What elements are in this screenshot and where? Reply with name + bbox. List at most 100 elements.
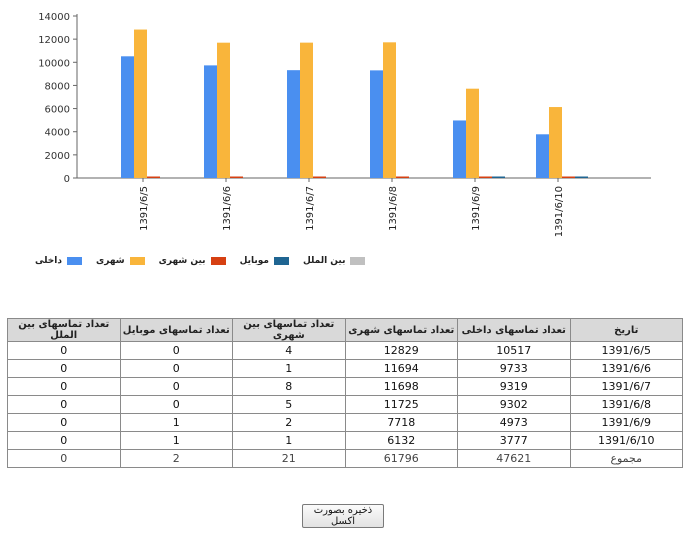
legend-swatch	[350, 257, 366, 265]
table-header-row: تاریخ تعداد تماسهای داخلی تعداد تماسهای شه…	[7, 318, 683, 342]
table-row: 1391/6/7 9319 11698 8 0 0	[7, 377, 683, 396]
legend-swatch	[210, 257, 226, 265]
bar-3-2	[230, 176, 243, 178]
table-cell: 0	[7, 413, 121, 432]
table-row: 1391/6/10 3777 6132 1 1 0	[7, 431, 683, 450]
bar-chart: 0 2000 4000 6000 8000 10000 12000 14000 1391/6/5…	[38, 12, 651, 237]
x-tick-label: 1391/6/8	[388, 186, 399, 231]
column-header: تعداد تماسهای بین الملل	[7, 318, 121, 342]
table-cell: 9733	[457, 359, 571, 378]
table-cell: 8	[232, 377, 346, 396]
save-excel-button[interactable]: ذخیره بصورت اکسل	[302, 504, 384, 528]
bar-3-4	[396, 176, 409, 178]
x-tick-label: 1391/6/5	[139, 186, 150, 231]
table-cell: 1391/6/6	[569, 359, 683, 378]
legend-swatch	[273, 257, 289, 265]
y-tick-label: 12000	[38, 35, 70, 46]
table-cell: 3777	[457, 431, 571, 450]
table-cell: 21	[232, 449, 346, 468]
table-cell: 0	[7, 359, 121, 378]
table-cell: 0	[7, 449, 121, 468]
table-cell: 4	[232, 341, 346, 360]
bar-3-5	[479, 176, 492, 178]
legend-item: بین الملل	[303, 256, 366, 266]
table-cell: 6132	[344, 431, 458, 450]
table-cell: 5	[232, 395, 346, 414]
table-cell: 12829	[344, 341, 458, 360]
legend-item: موبایل	[240, 256, 289, 266]
table-cell: 1391/6/7	[569, 377, 683, 396]
table-cell: 47621	[457, 449, 571, 468]
table-cell: 1391/6/10	[569, 431, 683, 450]
x-tick-label: 1391/6/10	[554, 186, 565, 237]
table-cell: 11694	[344, 359, 458, 378]
table-row: 1391/6/9 4973 7718 2 1 0	[7, 413, 683, 432]
table-cell: 11698	[344, 377, 458, 396]
bar-1-3	[287, 70, 300, 178]
bar-2-5	[466, 88, 479, 178]
column-header: تعداد تماسهای بین شهری	[232, 318, 346, 342]
legend-item: شهری	[96, 256, 145, 266]
y-tick-label: 14000	[38, 12, 70, 23]
table-cell: 9319	[457, 377, 571, 396]
column-header: تعداد تماسهای داخلی	[457, 318, 571, 342]
y-tick-label: 8000	[45, 81, 70, 92]
bar-4-5	[492, 176, 505, 178]
table-cell: مجموع	[569, 449, 683, 468]
table-cell: 1	[232, 431, 346, 450]
legend-swatch	[66, 257, 82, 265]
bar-3-1	[147, 176, 160, 178]
column-header: تعداد تماسهای موبایل	[119, 318, 233, 342]
table-cell: 2	[119, 449, 233, 468]
bar-3-6	[562, 176, 575, 178]
table-cell: 0	[119, 377, 233, 396]
legend-label: بین شهری	[158, 256, 206, 266]
table-cell: 61796	[344, 449, 458, 468]
table-cell: 10517	[457, 341, 571, 360]
table-cell: 0	[119, 359, 233, 378]
table-row: 1391/6/8 9302 11725 5 0 0	[7, 395, 683, 414]
chart-legend: داخلی شهری بین شهری موبایل بین الملل	[35, 253, 366, 269]
bar-1-6	[536, 134, 549, 178]
bar-2-4	[383, 42, 396, 179]
table-cell: 7718	[344, 413, 458, 432]
table-cell: 1	[119, 431, 233, 450]
bar-4-6	[575, 176, 588, 178]
column-header: تعداد تماسهای شهری	[344, 318, 458, 342]
table-cell: 0	[119, 341, 233, 360]
table-total-row: مجموع 47621 61796 21 2 0	[7, 449, 683, 468]
bar-1-2	[204, 65, 217, 178]
table-row: 1391/6/6 9733 11694 1 0 0	[7, 359, 683, 378]
table-cell: 0	[7, 431, 121, 450]
table-cell: 1391/6/9	[569, 413, 683, 432]
table-cell: 9302	[457, 395, 571, 414]
calls-table: تاریخ تعداد تماسهای داخلی تعداد تماسهای شه…	[7, 318, 683, 468]
legend-item: بین شهری	[159, 256, 226, 266]
x-tick-label: 1391/6/9	[471, 186, 482, 231]
legend-swatch	[129, 257, 145, 265]
table-cell: 0	[119, 395, 233, 414]
y-tick-label: 4000	[45, 128, 70, 139]
bar-2-3	[300, 42, 313, 179]
bar-2-2	[217, 42, 230, 178]
table-cell: 1391/6/8	[569, 395, 683, 414]
table-cell: 0	[7, 377, 121, 396]
table-cell: 2	[232, 413, 346, 432]
legend-label: بین الملل	[302, 256, 346, 266]
x-tick-label: 1391/6/6	[222, 186, 233, 231]
legend-label: موبایل	[239, 256, 269, 266]
bar-2-6	[549, 107, 562, 178]
table-cell: 0	[7, 395, 121, 414]
table-row: 1391/6/5 10517 12829 4 0 0	[7, 341, 683, 360]
bar-3-3	[313, 176, 326, 178]
bar-1-4	[370, 70, 383, 178]
y-tick-label: 2000	[45, 151, 70, 162]
bar-1-5	[453, 120, 466, 178]
y-tick-label: 10000	[38, 58, 70, 69]
table-cell: 11725	[344, 395, 458, 414]
y-tick-label: 6000	[45, 105, 70, 116]
bar-1-1	[121, 56, 134, 179]
legend-label: شهری	[95, 256, 125, 266]
table-cell: 1	[232, 359, 346, 378]
table-cell: 1	[119, 413, 233, 432]
